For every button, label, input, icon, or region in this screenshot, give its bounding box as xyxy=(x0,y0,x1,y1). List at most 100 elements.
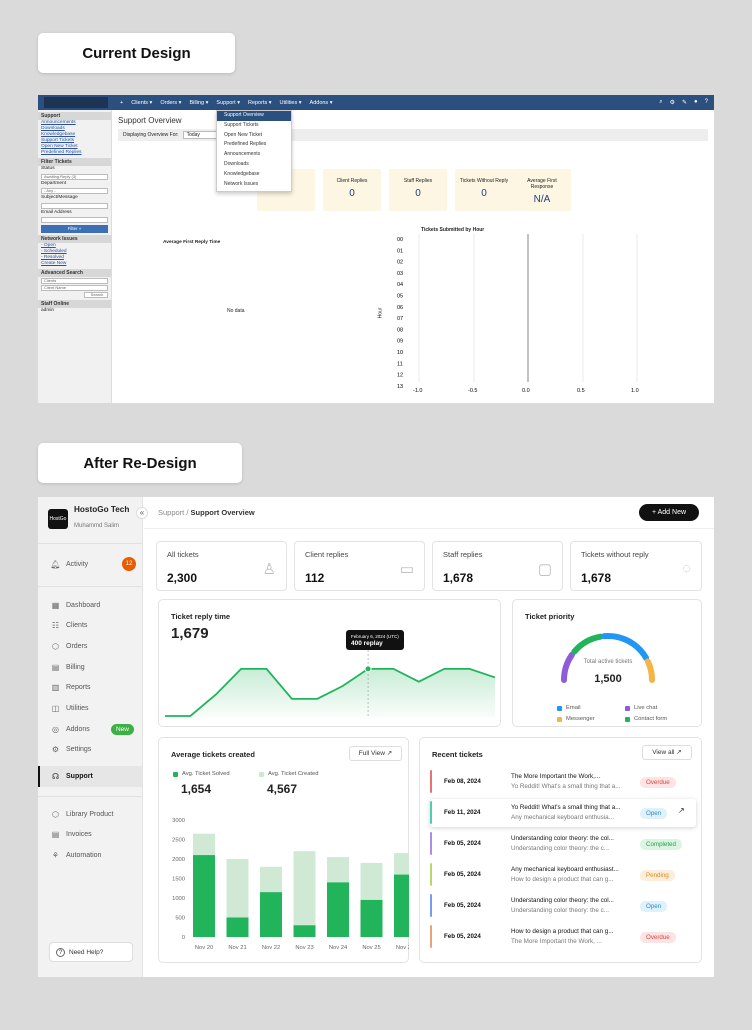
old-support-link[interactable]: Open New Ticket xyxy=(41,144,78,149)
notification-icon[interactable]: ⚙ xyxy=(669,100,675,106)
legend-swatch xyxy=(557,716,562,722)
old-stat-label: Client Replies xyxy=(336,178,368,184)
old-email-label: Email Address xyxy=(41,209,72,215)
old-nav-item[interactable]: Support ▾ xyxy=(216,99,240,106)
legend-label: Contact form xyxy=(634,716,668,722)
sidebar-item-label: Billing xyxy=(66,663,85,671)
old-nav-item[interactable]: Utilities ▾ xyxy=(279,99,302,106)
old-dropdown-item[interactable]: Open New Ticket xyxy=(224,131,263,138)
wrench-icon[interactable]: ✎ xyxy=(682,100,688,106)
old-nav-item[interactable]: Reports ▾ xyxy=(247,99,272,106)
hover-point[interactable] xyxy=(364,665,372,673)
sidebar-item-label: Support xyxy=(66,773,93,781)
sidebar-item-orders[interactable]: ⬡ Orders xyxy=(38,636,142,657)
status-badge: Open xyxy=(640,901,668,912)
old-support-link[interactable]: Downloads xyxy=(41,126,65,131)
old-nav-item[interactable]: + xyxy=(120,99,124,106)
old-network-link[interactable]: - Scheduled xyxy=(41,249,67,254)
legend-swatch xyxy=(625,705,630,711)
reports-icon: ▥ xyxy=(51,683,60,693)
sidebar-item-clients[interactable]: ☷ Clients xyxy=(38,615,142,636)
old-nav: + Clients ▾ Orders ▾ Billing ▾ Support ▾ Repo… xyxy=(120,100,332,106)
sidebar-item-label: Orders xyxy=(66,642,88,650)
avatar-icon[interactable]: ● xyxy=(694,99,698,105)
stat-value: 112 xyxy=(305,571,325,585)
old-nav-item[interactable]: Addons ▾ xyxy=(309,99,333,106)
sidebar-item-dashboard[interactable]: ▦ Dashboard xyxy=(38,595,142,616)
old-support-link[interactable]: Announcements xyxy=(41,120,76,125)
utilities-icon: ◫ xyxy=(51,703,60,713)
old-dropdown-item[interactable]: Predefined Replies xyxy=(224,141,267,148)
help-icon[interactable]: ? xyxy=(704,99,708,105)
old-network-link[interactable]: Create New xyxy=(41,261,67,266)
old-email-input[interactable] xyxy=(41,217,108,223)
sidebar-item-billing[interactable]: ▤ Billing xyxy=(38,657,142,678)
old-status-select[interactable]: Awaiting Reply (3) xyxy=(41,173,108,180)
ticket-row[interactable]: Feb 05, 2024 Understanding color theory: … xyxy=(430,892,696,920)
sidebar-item-utilities[interactable]: ◫ Utilities xyxy=(38,698,142,719)
ticket-subtitle: The More Important the Work, ... xyxy=(511,938,602,945)
view-all-button[interactable]: View all ↗ xyxy=(642,745,692,760)
reply-time-value: 1,679 xyxy=(171,625,209,642)
old-support-link[interactable]: Support Tickets xyxy=(41,138,75,143)
user-name: Muhammd Salim xyxy=(74,523,120,529)
collapse-sidebar-button[interactable]: « xyxy=(136,507,148,519)
old-stat-card: Staff Replies 0 xyxy=(389,169,447,211)
sidebar-item-support[interactable]: ☊ Support xyxy=(38,766,142,787)
ticket-color-bar xyxy=(430,801,432,824)
ticket-row[interactable]: Feb 05, 2024 Any mechanical keyboard enth… xyxy=(430,861,696,889)
old-hour-tick: 02 xyxy=(397,260,403,266)
old-stat-card: Tickets Without Reply 0 xyxy=(455,169,513,211)
sidebar-item-reports[interactable]: ▥ Reports xyxy=(38,677,142,698)
old-dropdown-item[interactable]: Announcements xyxy=(224,151,261,158)
old-dropdown-item[interactable]: Network Issues xyxy=(224,180,259,187)
avg-tickets-panel: Average tickets created Full View ↗ Avg.… xyxy=(158,737,409,963)
sidebar-item-addons[interactable]: ◎ Addons New xyxy=(38,719,142,740)
ticket-row[interactable]: Feb 05, 2024 How to design a product that… xyxy=(430,923,696,951)
old-dropdown-item[interactable]: Knowledgebase xyxy=(224,170,260,177)
sidebar-item-library-product[interactable]: ⬡ Library Product xyxy=(38,804,142,825)
old-no-data: No data xyxy=(227,308,245,314)
old-network-link[interactable]: - Resolved xyxy=(41,255,64,260)
old-dropdown-item[interactable]: Downloads xyxy=(224,160,249,167)
sidebar-item-invoices[interactable]: ▤ Invoices xyxy=(38,825,142,846)
avg-tickets-title: Average tickets created xyxy=(171,750,255,759)
old-network-link[interactable]: - Open xyxy=(41,243,56,248)
sidebar-item-settings[interactable]: ⚙ Settings xyxy=(38,740,142,761)
old-support-link[interactable]: Knowledgebase xyxy=(41,132,76,137)
old-nav-item[interactable]: Orders ▾ xyxy=(160,99,182,106)
need-help-button[interactable]: ? Need Help? xyxy=(49,942,133,962)
old-search-button[interactable]: Search xyxy=(84,292,108,298)
ticket-subtitle: Understanding color theory: the c... xyxy=(511,845,610,852)
old-client-name-input[interactable]: Client Name xyxy=(41,285,108,291)
sidebar-item-activity[interactable]: 🔔︎ Activity 12 xyxy=(38,554,142,575)
ticket-row[interactable]: Feb 05, 2024 Understanding color theory: … xyxy=(430,830,696,858)
ticket-subtitle: How to design a product that can g... xyxy=(511,876,614,883)
bar-solved xyxy=(260,892,282,937)
sidebar: HostGo HostoGo Tech Muhammd Salim 🔔︎ Act… xyxy=(38,497,143,977)
old-filter-button[interactable]: Filter » xyxy=(41,225,108,233)
breadcrumb-parent[interactable]: Support xyxy=(158,508,185,517)
full-view-button[interactable]: Full View ↗ xyxy=(349,746,402,761)
reply-time-title: Ticket reply time xyxy=(171,612,231,621)
open-ticket-icon[interactable]: ↗ xyxy=(678,806,685,815)
search-icon[interactable]: ⌕ xyxy=(659,99,663,105)
clients-icon: ☷ xyxy=(51,621,60,631)
reply-tooltip: February 6, 2024 (UTC) 400 replay xyxy=(346,630,404,650)
old-nav-item[interactable]: Clients ▾ xyxy=(131,99,153,106)
old-logo xyxy=(44,97,108,108)
old-support-link[interactable]: Predefined Replies xyxy=(41,150,82,155)
ticket-row[interactable]: Feb 08, 2024 The More Important the Work,… xyxy=(430,768,696,796)
old-nav-item[interactable]: Billing ▾ xyxy=(189,99,209,106)
old-dropdown-item[interactable]: Support Overview xyxy=(217,111,291,121)
brand: HostGo HostoGo Tech Muhammd Salim xyxy=(38,497,142,540)
old-adv-select[interactable]: Clients xyxy=(41,278,108,284)
ticket-row[interactable]: Feb 11, 2024 Yo Reddit! What's a small th… xyxy=(430,799,696,827)
add-new-button[interactable]: + Add New xyxy=(639,504,699,521)
old-department-select[interactable]: - Any - xyxy=(41,188,108,194)
old-subject-input[interactable] xyxy=(41,202,108,209)
bar-solved xyxy=(226,917,249,937)
sidebar-item-automation[interactable]: ⚘ Automation xyxy=(38,845,142,866)
stat-label: All tickets xyxy=(167,550,199,559)
old-dropdown-item[interactable]: Support Tickets xyxy=(224,121,259,128)
